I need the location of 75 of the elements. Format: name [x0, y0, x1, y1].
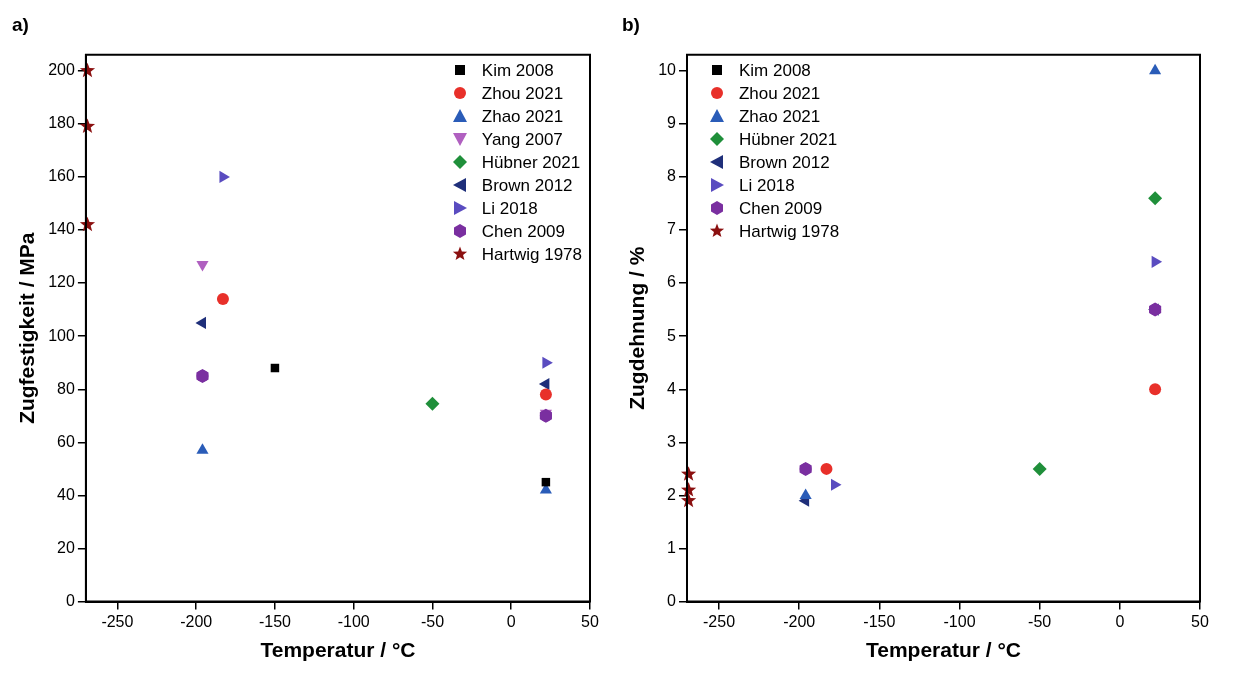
- point: [219, 170, 230, 183]
- x-tick-label: 50: [581, 612, 599, 630]
- legend-label: Li 2018: [481, 197, 538, 220]
- legend-label: Kim 2008: [738, 59, 811, 82]
- y-tick-label: 160: [48, 167, 75, 185]
- y-tick-label: 4: [667, 379, 677, 397]
- x-tick-label: -200: [783, 612, 816, 630]
- y-tick-label: 20: [57, 538, 75, 556]
- legend-label: Brown 2012: [738, 151, 830, 174]
- y-tick-label: 40: [57, 485, 75, 503]
- y-tick-label: 8: [667, 167, 677, 185]
- point: [830, 478, 842, 491]
- y-tick-label: 5: [667, 326, 677, 344]
- legend-label: Hübner 2021: [738, 128, 838, 151]
- x-tick-label: -50: [420, 612, 445, 630]
- legend-label: Zhao 2021: [481, 105, 564, 128]
- chart-title: a): [12, 13, 29, 35]
- legend-label: Yang 2007: [481, 128, 563, 151]
- y-tick-label: 7: [667, 220, 677, 238]
- y-tick-label: 2: [667, 485, 677, 503]
- legend-label: Zhou 2021: [738, 82, 821, 105]
- x-tick-label: -250: [101, 612, 134, 630]
- x-tick-label: -150: [258, 612, 292, 630]
- x-axis-title: Temperatur / °C: [865, 638, 1022, 662]
- legend-label: Hartwig 1978: [481, 243, 582, 266]
- x-tick-label: 0: [1115, 612, 1125, 630]
- legend-label: Hübner 2021: [481, 151, 581, 174]
- y-tick-label: 200: [48, 61, 75, 79]
- legend-label: Zhao 2021: [738, 105, 821, 128]
- point: [1149, 63, 1162, 75]
- y-tick-label: 1: [667, 538, 677, 556]
- point: [195, 316, 206, 329]
- x-axis-title: Temperatur / °C: [260, 638, 416, 662]
- legend-label: Brown 2012: [481, 174, 573, 197]
- point: [799, 488, 812, 499]
- x-tick-label: -100: [337, 612, 370, 630]
- x-tick-label: -150: [863, 612, 896, 630]
- point: [425, 396, 440, 411]
- y-tick-label: 10: [658, 61, 677, 79]
- y-tick-label: 9: [667, 114, 677, 132]
- y-axis-title: Zugdehnung / %: [625, 246, 649, 410]
- x-tick-label: -100: [943, 612, 976, 630]
- point: [1149, 383, 1162, 396]
- legend-label: Kim 2008: [481, 59, 554, 82]
- legend-label: Hartwig 1978: [738, 220, 840, 243]
- y-axis-title: Zugfestigkeit / MPa: [15, 232, 39, 424]
- legend-label: Li 2018: [738, 174, 795, 197]
- point: [1032, 461, 1047, 476]
- x-tick-label: -50: [1028, 612, 1052, 630]
- y-tick-label: 180: [48, 114, 75, 132]
- point: [542, 356, 553, 369]
- y-tick-label: 120: [48, 273, 75, 291]
- x-tick-label: -200: [180, 612, 213, 630]
- point: [216, 293, 229, 305]
- x-tick-label: 50: [1191, 612, 1209, 630]
- legend-label: Zhou 2021: [481, 82, 564, 105]
- y-tick-label: 6: [667, 273, 677, 291]
- y-tick-label: 140: [48, 220, 75, 238]
- y-tick-label: 0: [667, 592, 677, 610]
- y-tick-label: 0: [65, 592, 75, 610]
- x-tick-label: 0: [506, 612, 516, 630]
- point: [196, 443, 209, 454]
- legend-label: Chen 2009: [738, 197, 823, 220]
- point: [539, 388, 552, 401]
- y-tick-label: 60: [57, 432, 75, 450]
- y-tick-label: 100: [48, 326, 75, 344]
- legend-label: Chen 2009: [481, 220, 566, 243]
- x-tick-label: -250: [703, 612, 736, 630]
- y-tick-label: 3: [667, 432, 677, 450]
- point: [1151, 255, 1163, 268]
- point: [538, 377, 550, 390]
- chart-title: b): [622, 13, 640, 35]
- y-tick-label: 80: [57, 379, 75, 397]
- point: [820, 462, 833, 475]
- point: [1148, 191, 1163, 206]
